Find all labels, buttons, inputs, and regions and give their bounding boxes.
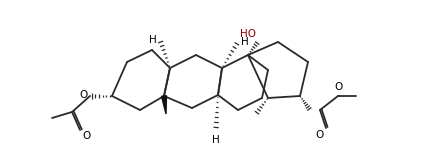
Text: H: H [241,37,249,47]
Text: HO: HO [240,29,256,39]
Text: O: O [80,90,88,100]
Text: H: H [149,35,157,45]
Polygon shape [161,96,166,114]
Text: H: H [212,135,220,145]
Text: O: O [335,82,343,92]
Text: O: O [316,130,324,140]
Text: O: O [82,131,90,141]
